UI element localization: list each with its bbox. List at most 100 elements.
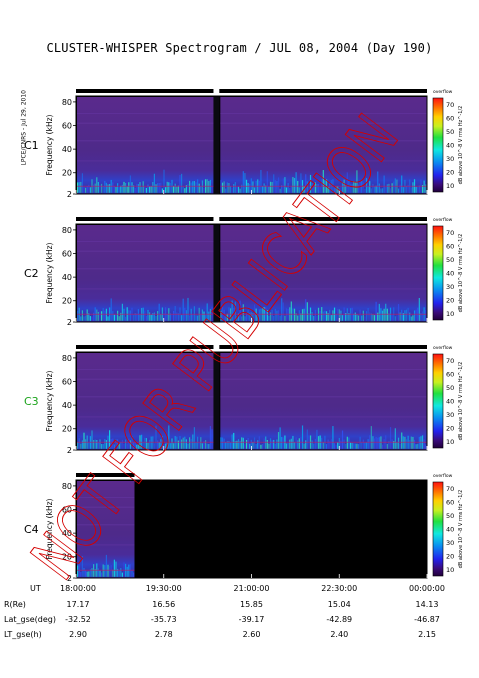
- emission-streak: [152, 313, 154, 321]
- emission-streak: [174, 305, 176, 321]
- emission-streak: [370, 426, 372, 449]
- emission-streak: [147, 442, 149, 449]
- emission-streak: [253, 187, 256, 193]
- emission-streak: [242, 171, 244, 193]
- emission-streak: [260, 444, 262, 449]
- emission-streak: [197, 315, 199, 321]
- x-row-value: -39.17: [239, 615, 265, 624]
- emission-streak: [257, 440, 259, 449]
- emission-streak: [306, 302, 308, 321]
- colorbar-tick-label: 20: [446, 552, 454, 560]
- emission-streak: [298, 438, 300, 449]
- emission-streak: [101, 443, 103, 449]
- emission-streak: [397, 188, 400, 193]
- emission-streak: [136, 444, 138, 449]
- emission-streak: [250, 312, 252, 321]
- emission-streak: [381, 444, 384, 449]
- x-row-value: 19:30:00: [146, 584, 182, 593]
- emission-streak: [85, 570, 87, 577]
- emission-streak: [412, 182, 414, 193]
- emission-streak: [249, 312, 251, 321]
- colorbar: [432, 225, 444, 321]
- emission-streak: [144, 437, 146, 449]
- emission-streak: [104, 439, 106, 449]
- emission-streak: [420, 313, 422, 321]
- emission-streak: [309, 174, 312, 193]
- emission-streak: [163, 313, 165, 321]
- emission-streak: [401, 309, 403, 321]
- emission-streak: [185, 439, 187, 449]
- emission-streak: [276, 310, 278, 321]
- emission-streak: [244, 316, 246, 321]
- emission-band: [77, 441, 214, 443]
- emission-streak: [150, 314, 152, 321]
- emission-streak: [209, 426, 211, 449]
- emission-streak: [117, 183, 119, 193]
- emission-streak: [273, 315, 275, 321]
- emission-streak: [185, 185, 187, 193]
- emission-streak: [353, 443, 355, 449]
- emission-streak: [337, 442, 339, 449]
- emission-streak: [365, 178, 368, 193]
- emission-streak: [236, 316, 238, 321]
- x-row-value: 2.60: [243, 630, 261, 639]
- emission-streak: [330, 438, 332, 449]
- emission-streak: [252, 181, 254, 193]
- emission-streak: [201, 309, 203, 321]
- emission-streak: [340, 310, 342, 321]
- emission-streak: [91, 430, 93, 449]
- emission-streak: [86, 186, 88, 193]
- emission-streak: [273, 174, 275, 193]
- emission-streak: [425, 444, 427, 449]
- emission-streak: [277, 432, 280, 449]
- emission-streak: [77, 565, 79, 577]
- emission-streak: [121, 184, 123, 193]
- emission-streak: [110, 298, 112, 321]
- emission-streak: [279, 315, 281, 321]
- emission-streak: [301, 309, 304, 321]
- emission-streak: [83, 186, 85, 193]
- spacecraft-label: C3: [24, 395, 39, 408]
- emission-streak: [221, 304, 224, 321]
- emission-streak: [158, 303, 160, 321]
- emission-streak: [101, 311, 103, 321]
- emission-streak: [181, 173, 183, 193]
- emission-streak: [93, 312, 95, 321]
- emission-streak: [271, 310, 273, 321]
- emission-streak: [386, 443, 388, 449]
- colorbar-tick-label: 50: [446, 128, 454, 136]
- emission-streak: [80, 316, 82, 321]
- emission-streak: [157, 311, 159, 321]
- y-tick-label: 40: [62, 401, 72, 410]
- emission-streak: [351, 442, 353, 449]
- y-tick-label: 40: [62, 145, 72, 154]
- emission-streak: [277, 177, 280, 193]
- emission-streak: [161, 188, 163, 193]
- emission-streak: [121, 572, 123, 577]
- emission-streak: [203, 441, 205, 449]
- emission-streak: [231, 187, 233, 193]
- x-row-value: 18:00:00: [60, 584, 96, 593]
- emission-streak: [171, 313, 173, 321]
- emission-streak: [155, 315, 157, 321]
- emission-streak: [125, 183, 127, 193]
- emission-streak: [391, 183, 393, 193]
- emission-streak: [211, 429, 213, 449]
- emission-streak: [93, 184, 95, 193]
- emission-streak: [388, 441, 390, 449]
- data-gap: [213, 225, 220, 322]
- colorbar-tick-label: 30: [446, 411, 454, 419]
- emission-streak: [229, 186, 232, 193]
- y-tick-label: 80: [62, 482, 72, 491]
- emission-streak: [123, 562, 125, 577]
- emission-streak: [237, 439, 240, 449]
- colorbar-tick-label: 60: [446, 371, 454, 379]
- emission-streak: [155, 184, 157, 193]
- emission-streak: [129, 440, 131, 449]
- emission-streak: [305, 299, 307, 321]
- emission-streak: [168, 425, 170, 449]
- emission-streak: [225, 315, 227, 321]
- emission-streak: [126, 566, 128, 577]
- x-row-value: 2.40: [330, 630, 348, 639]
- y-tick-label: 60: [62, 250, 72, 259]
